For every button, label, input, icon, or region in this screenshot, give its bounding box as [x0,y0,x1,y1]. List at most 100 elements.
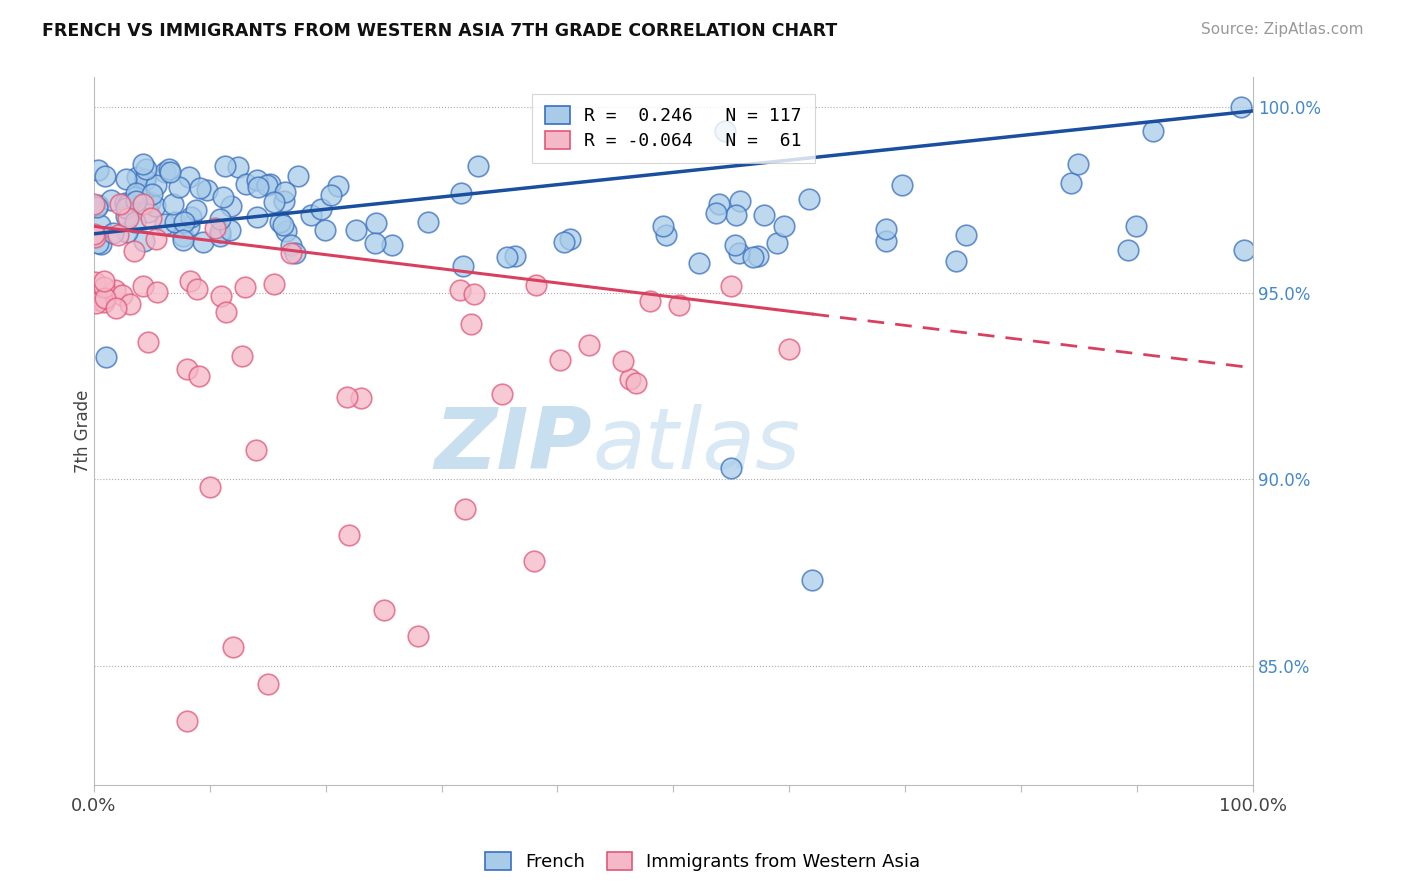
Point [503,249,526,263]
Text: atlas: atlas [592,404,800,487]
Point [209,212,232,227]
Point [115,225,138,239]
Point [111,288,134,302]
Point [578,338,600,352]
Point [263,277,285,291]
Point [245,442,267,457]
Point [728,246,751,260]
Point [198,480,221,494]
Point [114,196,136,211]
Point [136,205,159,219]
Point [84,230,107,244]
Point [299,209,322,223]
Point [246,173,269,187]
Point [350,392,373,406]
Point [754,208,776,222]
Point [159,164,181,178]
Point [157,161,180,176]
Point [87,235,110,250]
Point [891,178,914,192]
Point [467,159,489,173]
Point [128,184,150,198]
Point [553,235,575,249]
Point [280,237,302,252]
Point [707,197,730,211]
Point [524,278,547,293]
Point [215,305,238,319]
Text: ZIP: ZIP [434,404,592,487]
Point [381,237,404,252]
Point [706,206,728,220]
Point [108,197,131,211]
Point [724,238,747,252]
Point [93,291,115,305]
Point [463,286,485,301]
Point [114,201,136,215]
Point [86,198,108,212]
Point [125,194,148,208]
Point [209,225,232,239]
Point [173,215,195,229]
Point [114,209,136,223]
Point [141,186,163,201]
Point [135,161,157,176]
Point [363,235,385,250]
Point [124,215,146,229]
Point [326,179,349,194]
Point [273,194,295,208]
Point [321,187,343,202]
Point [141,211,163,225]
Point [1067,156,1090,170]
Point [93,295,115,310]
Point [560,232,582,246]
Point [449,283,471,297]
Point [256,677,278,691]
Point [115,171,138,186]
Point [84,295,107,310]
Point [186,282,208,296]
Point [176,714,198,729]
Point [87,293,110,307]
Point [373,603,395,617]
Point [172,229,194,244]
Point [226,160,249,174]
Point [720,279,742,293]
Point [1142,124,1164,138]
Point [460,317,482,331]
Point [246,210,269,224]
Point [454,502,477,516]
Point [491,386,513,401]
Point [336,390,359,404]
Point [155,165,177,179]
Point [208,229,231,244]
Point [801,573,824,587]
Point [408,629,430,643]
Point [742,250,765,264]
Point [219,199,242,213]
Point [172,233,194,247]
Point [86,200,108,214]
Point [778,342,800,356]
Point [271,218,294,232]
Point [218,223,240,237]
Point [180,210,202,224]
Point [176,361,198,376]
Point [720,461,742,475]
Point [193,235,215,249]
Point [125,186,148,200]
Point [86,163,108,178]
Point [638,293,661,308]
Point [134,234,156,248]
Point [269,215,291,229]
Point [139,194,162,209]
Point [107,227,129,242]
Point [714,124,737,138]
Legend: French, Immigrants from Western Asia: French, Immigrants from Western Asia [478,846,928,879]
Point [165,215,187,229]
Point [93,280,115,294]
Point [104,301,127,316]
Point [132,157,155,171]
Point [364,216,387,230]
Point [724,208,747,222]
Point [179,274,201,288]
